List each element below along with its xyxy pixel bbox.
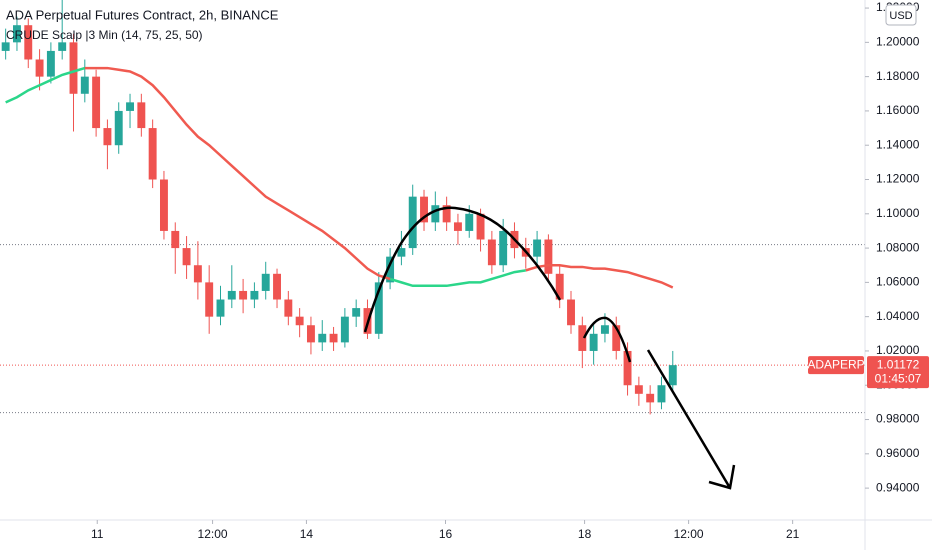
candle-body [352, 308, 361, 317]
candle-body [465, 213, 474, 231]
last-price-label: 1.01172 [877, 357, 920, 371]
y-tick-label: 0.96000 [876, 446, 920, 460]
candle-body [589, 333, 598, 351]
candle-body [555, 273, 564, 300]
candle-body [92, 76, 101, 129]
candle-body [1, 42, 10, 51]
candle-body [137, 102, 146, 129]
candle-body [24, 25, 33, 60]
indicator-line [5, 66, 86, 104]
x-tick-label: 11 [91, 527, 104, 541]
currency-label: USD [889, 10, 912, 22]
y-tick-label: 0.98000 [876, 412, 920, 426]
chart-title: ADA Perpetual Futures Contract, 2h, BINA… [6, 7, 279, 22]
candle-body [646, 393, 655, 403]
candle-body [227, 290, 236, 300]
candle-body [159, 179, 168, 231]
candle-body [284, 299, 293, 317]
symbol-badge [808, 356, 864, 375]
drawn-arrow [646, 349, 736, 490]
indicator-line [84, 66, 391, 281]
y-tick-label: 1.14000 [876, 137, 920, 151]
candle-body [35, 59, 44, 77]
candle-body [250, 290, 259, 300]
candle-body [295, 316, 304, 326]
symbol-label: ADAPERP [807, 357, 864, 371]
candle-body [544, 239, 553, 274]
x-tick-label: 12:00 [674, 527, 704, 541]
y-tick-label: 1.02000 [876, 343, 920, 357]
x-tick-label: 12:00 [198, 527, 228, 541]
x-tick-label: 16 [439, 527, 453, 541]
candle-body [193, 265, 202, 283]
x-tick-label: 14 [300, 527, 314, 541]
drawn-arc [363, 206, 562, 333]
candle-body [13, 25, 21, 43]
countdown-label: 01:45:07 [875, 371, 922, 385]
price-badge [867, 356, 929, 389]
candle-body [657, 385, 666, 403]
candle-body [431, 205, 440, 223]
candle-body [205, 282, 214, 317]
y-tick-label: 1.18000 [876, 69, 920, 83]
candle-body [442, 205, 451, 223]
y-tick-label: 1.12000 [876, 172, 920, 186]
axes: 0.940000.960000.980001.000001.020001.040… [91, 0, 929, 541]
candle-body [668, 365, 677, 386]
candle-body [126, 102, 134, 111]
candle-body [171, 230, 180, 249]
candle-body [69, 42, 78, 94]
candle-body [114, 110, 123, 146]
y-tick-label: 0.94000 [876, 480, 920, 494]
drawn-arc [582, 316, 632, 363]
candle-body [46, 50, 55, 77]
candle-body [453, 222, 462, 231]
candle-body [634, 385, 643, 394]
indicator-line [525, 263, 674, 289]
candle-body [612, 325, 621, 351]
candle-body [216, 299, 225, 317]
candle-body [487, 239, 496, 266]
y-tick-label: 1.10000 [876, 206, 920, 220]
candle-body [476, 213, 485, 240]
candle-body [340, 316, 349, 343]
candle-body [182, 248, 191, 266]
candle-body [600, 325, 609, 334]
candle-body [499, 230, 508, 266]
candle-body [80, 76, 89, 94]
indicator-label: CRUDE Scalp |3 Min (14, 75, 25, 50) [6, 28, 203, 42]
candle-body [408, 196, 417, 249]
candle-body [239, 290, 248, 300]
y-tick-label: 1.04000 [876, 309, 920, 323]
y-tick-label: 1.06000 [876, 275, 920, 289]
x-tick-label: 21 [786, 527, 800, 541]
y-tick-label: 1.08000 [876, 240, 920, 254]
candle-body [567, 299, 575, 326]
candle-body [578, 325, 587, 351]
candle-body [273, 273, 281, 300]
currency-badge[interactable] [885, 4, 917, 26]
candle-body [420, 196, 428, 223]
candle-body [306, 325, 315, 343]
y-tick-label: 1.20000 [876, 35, 920, 49]
candle-body [318, 333, 327, 343]
candle-body [329, 333, 338, 343]
x-tick-label: 18 [578, 527, 592, 541]
candle-body [148, 128, 157, 180]
candle-body [103, 128, 112, 146]
candle-body [374, 282, 383, 334]
plot-area [0, 0, 865, 415]
candle-body [397, 248, 406, 257]
indicator-line [389, 269, 526, 288]
candle-body [261, 273, 270, 291]
candle-body [58, 42, 67, 51]
candle-body [533, 239, 542, 257]
candle-body [623, 350, 632, 386]
candle-body [386, 256, 395, 283]
y-tick-label: 1.16000 [876, 103, 920, 117]
